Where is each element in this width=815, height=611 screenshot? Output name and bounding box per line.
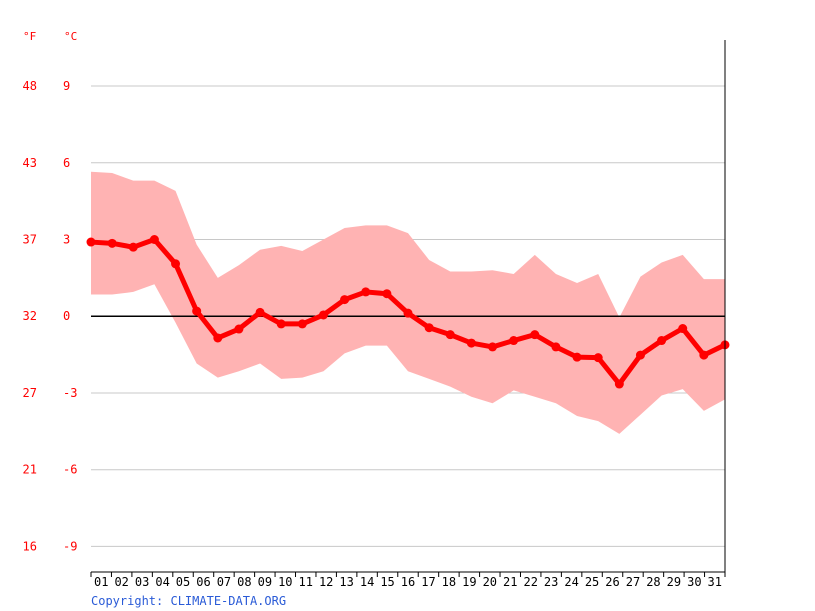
y-tick-label-fahrenheit: 32 <box>23 309 37 323</box>
y-tick-label-celsius: 9 <box>63 79 70 93</box>
x-tick-label: 24 <box>564 575 578 589</box>
temperature-range-band <box>91 171 725 434</box>
x-tick-label: 18 <box>442 575 456 589</box>
mean-point <box>572 352 582 362</box>
x-tick-label: 28 <box>646 575 660 589</box>
mean-point <box>424 323 434 333</box>
mean-point <box>593 353 603 363</box>
mean-point <box>255 307 265 317</box>
x-tick-label: 03 <box>135 575 149 589</box>
y-tick-label-fahrenheit: 43 <box>23 156 37 170</box>
x-tick-label: 06 <box>196 575 210 589</box>
x-tick-label: 23 <box>544 575 558 589</box>
y-tick-label-fahrenheit: 37 <box>23 233 37 247</box>
x-tick-label: 17 <box>421 575 435 589</box>
mean-point <box>509 336 519 346</box>
mean-point <box>340 295 350 305</box>
y-tick-label-celsius: 3 <box>63 233 70 247</box>
mean-point <box>488 342 498 352</box>
x-tick-label: 05 <box>176 575 190 589</box>
y-tick-label-fahrenheit: 27 <box>23 386 37 400</box>
mean-point <box>107 238 117 248</box>
fahrenheit-unit-label: °F <box>23 30 36 43</box>
mean-point <box>657 336 667 346</box>
y-tick-label-fahrenheit: 48 <box>23 79 37 93</box>
y-tick-label-celsius: -3 <box>63 386 77 400</box>
x-tick-label: 30 <box>687 575 701 589</box>
mean-point <box>635 350 645 360</box>
y-tick-label-celsius: -6 <box>63 463 77 477</box>
x-axis-ticks: 01 02 03 04 05 06 07 08 09 10 11 12 13 14 15 16 17 18 19 20… <box>90 572 726 589</box>
mean-point <box>171 259 181 269</box>
copyright-text: Copyright: CLIMATE-DATA.ORG <box>91 594 287 608</box>
x-tick-label: 19 <box>462 575 476 589</box>
x-tick-label: 09 <box>258 575 272 589</box>
mean-point <box>445 330 455 340</box>
x-tick-label: 07 <box>217 575 231 589</box>
y-tick-label-celsius: -9 <box>63 539 77 553</box>
mean-point <box>678 324 688 334</box>
x-tick-label: 15 <box>380 575 394 589</box>
x-tick-label: 11 <box>299 575 313 589</box>
x-tick-label: 26 <box>605 575 619 589</box>
mean-point <box>128 242 138 252</box>
mean-point <box>361 287 371 297</box>
x-tick-label: 12 <box>319 575 333 589</box>
mean-point <box>276 319 286 329</box>
x-tick-label: 01 <box>94 575 108 589</box>
x-tick-label: 29 <box>667 575 681 589</box>
x-tick-label: 02 <box>114 575 128 589</box>
y-tick-label-celsius: 0 <box>63 309 70 323</box>
mean-point <box>234 324 244 334</box>
mean-point <box>86 237 96 247</box>
y-axis-labels: 48 9 43 6 37 3 32 0 27 -3 21 -6 16 -9 <box>23 79 78 553</box>
x-tick-label: 27 <box>626 575 640 589</box>
celsius-unit-label: °C <box>64 30 77 43</box>
x-tick-label: 20 <box>483 575 497 589</box>
x-tick-label: 21 <box>503 575 517 589</box>
mean-point <box>192 306 202 316</box>
x-tick-label: 31 <box>708 575 722 589</box>
x-tick-label: 25 <box>585 575 599 589</box>
x-tick-label: 22 <box>523 575 537 589</box>
x-tick-label: 16 <box>401 575 415 589</box>
mean-point <box>382 289 392 299</box>
x-tick-label: 13 <box>339 575 353 589</box>
x-tick-label: 04 <box>155 575 169 589</box>
mean-point <box>403 308 413 318</box>
mean-point <box>213 333 223 343</box>
y-tick-label-fahrenheit: 21 <box>23 463 37 477</box>
mean-point <box>699 350 709 360</box>
mean-point <box>297 319 307 329</box>
x-tick-label: 08 <box>237 575 251 589</box>
y-tick-label-fahrenheit: 16 <box>23 539 37 553</box>
x-tick-label: 14 <box>360 575 374 589</box>
x-tick-label: 10 <box>278 575 292 589</box>
mean-point <box>318 310 328 320</box>
mean-point <box>614 379 624 389</box>
mean-point <box>466 338 476 348</box>
mean-point <box>551 342 561 352</box>
mean-point <box>530 330 540 340</box>
mean-point <box>149 235 159 244</box>
y-tick-label-celsius: 6 <box>63 156 70 170</box>
mean-temperature-points <box>86 235 730 389</box>
